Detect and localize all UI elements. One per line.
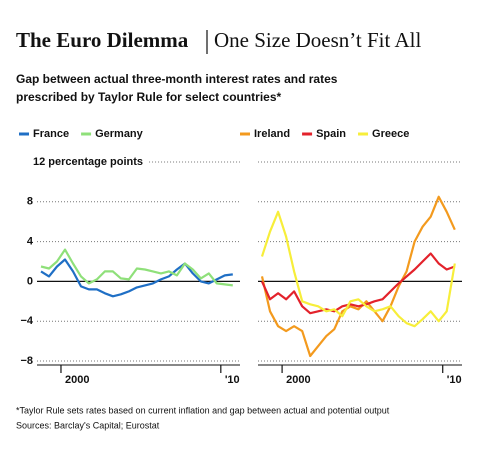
source: Sources: Barclay's Capital; Eurostat xyxy=(16,420,160,430)
series-line xyxy=(40,248,233,287)
legend-label: Germany xyxy=(95,128,144,140)
y-tick-label: 8 xyxy=(27,196,33,208)
legend-label: Greece xyxy=(372,128,409,140)
series-line xyxy=(260,252,456,315)
series-line xyxy=(260,195,456,358)
legend-label: Ireland xyxy=(254,128,290,140)
y-tick-label: 4 xyxy=(27,236,34,248)
description-line-1: Gap between actual three-month interest … xyxy=(16,72,338,86)
legend-label: France xyxy=(33,128,69,140)
footnote: *Taylor Rule sets rates based on current… xyxy=(16,405,390,415)
y-tick-label: 12 percentage points xyxy=(33,156,143,168)
y-tick-label: 0 xyxy=(27,275,33,287)
y-tick-label: −8 xyxy=(20,355,33,367)
series-line xyxy=(40,258,233,298)
x-tick-label: 2000 xyxy=(286,374,310,386)
legend-label: Spain xyxy=(316,128,346,140)
x-tick-label: '10 xyxy=(225,374,240,386)
x-tick-label: '10 xyxy=(447,374,462,386)
x-tick-label: 2000 xyxy=(65,374,89,386)
subtitle: One Size Doesn’t Fit All xyxy=(214,28,421,52)
description-line-2: prescribed by Taylor Rule for select cou… xyxy=(16,90,282,104)
series-line xyxy=(260,210,456,328)
title: The Euro Dilemma xyxy=(16,28,189,52)
y-tick-label: −4 xyxy=(20,315,33,327)
